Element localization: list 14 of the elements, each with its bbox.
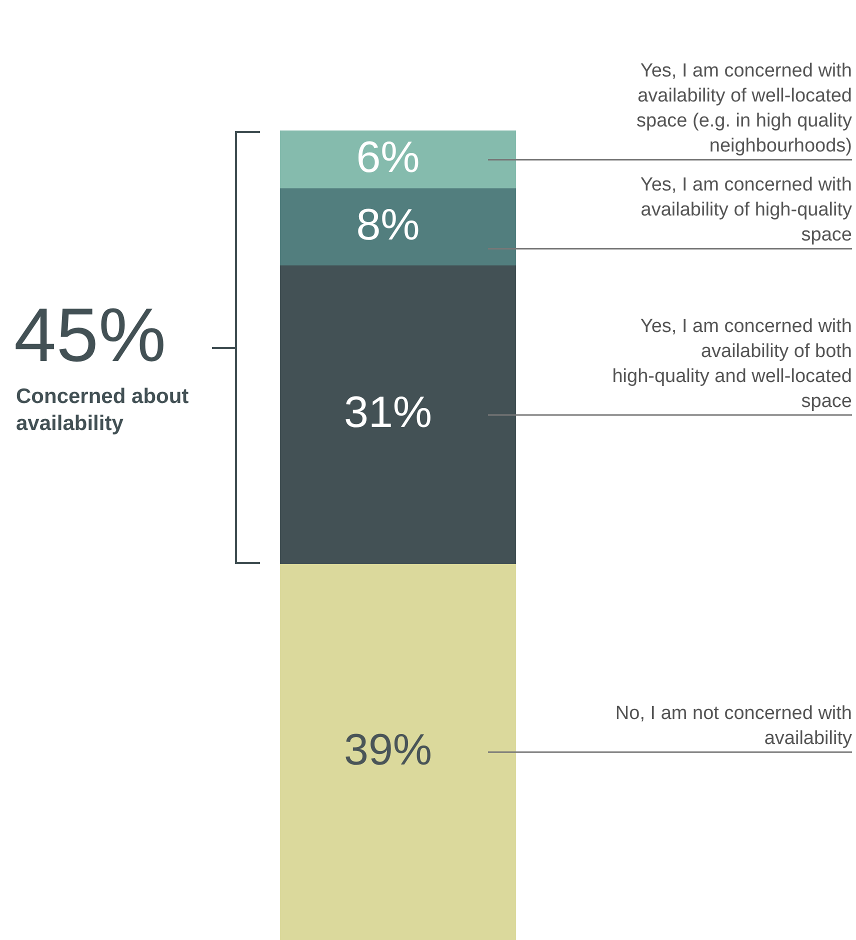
text: 45% bbox=[14, 292, 166, 378]
data-label: 39% bbox=[344, 725, 432, 774]
data-label: 6% bbox=[356, 132, 420, 182]
text: Yes, I am concerned with availability of both high-quality and well-located space bbox=[612, 316, 852, 412]
text: Yes, I am concerned with availability of well-located space (e.g. in high quality neighbourhoods) bbox=[636, 60, 852, 157]
bar bbox=[280, 130, 516, 189]
text: Concerned about availability bbox=[16, 384, 190, 437]
text: Yes, I am concerned with availability of high-quality space bbox=[640, 174, 852, 246]
bar bbox=[280, 564, 516, 940]
text: No, I am not concerned with availability bbox=[615, 703, 852, 750]
data-label: 31% bbox=[344, 388, 432, 438]
bar bbox=[280, 188, 516, 266]
bar bbox=[280, 265, 516, 565]
data-label: 8% bbox=[356, 200, 420, 250]
